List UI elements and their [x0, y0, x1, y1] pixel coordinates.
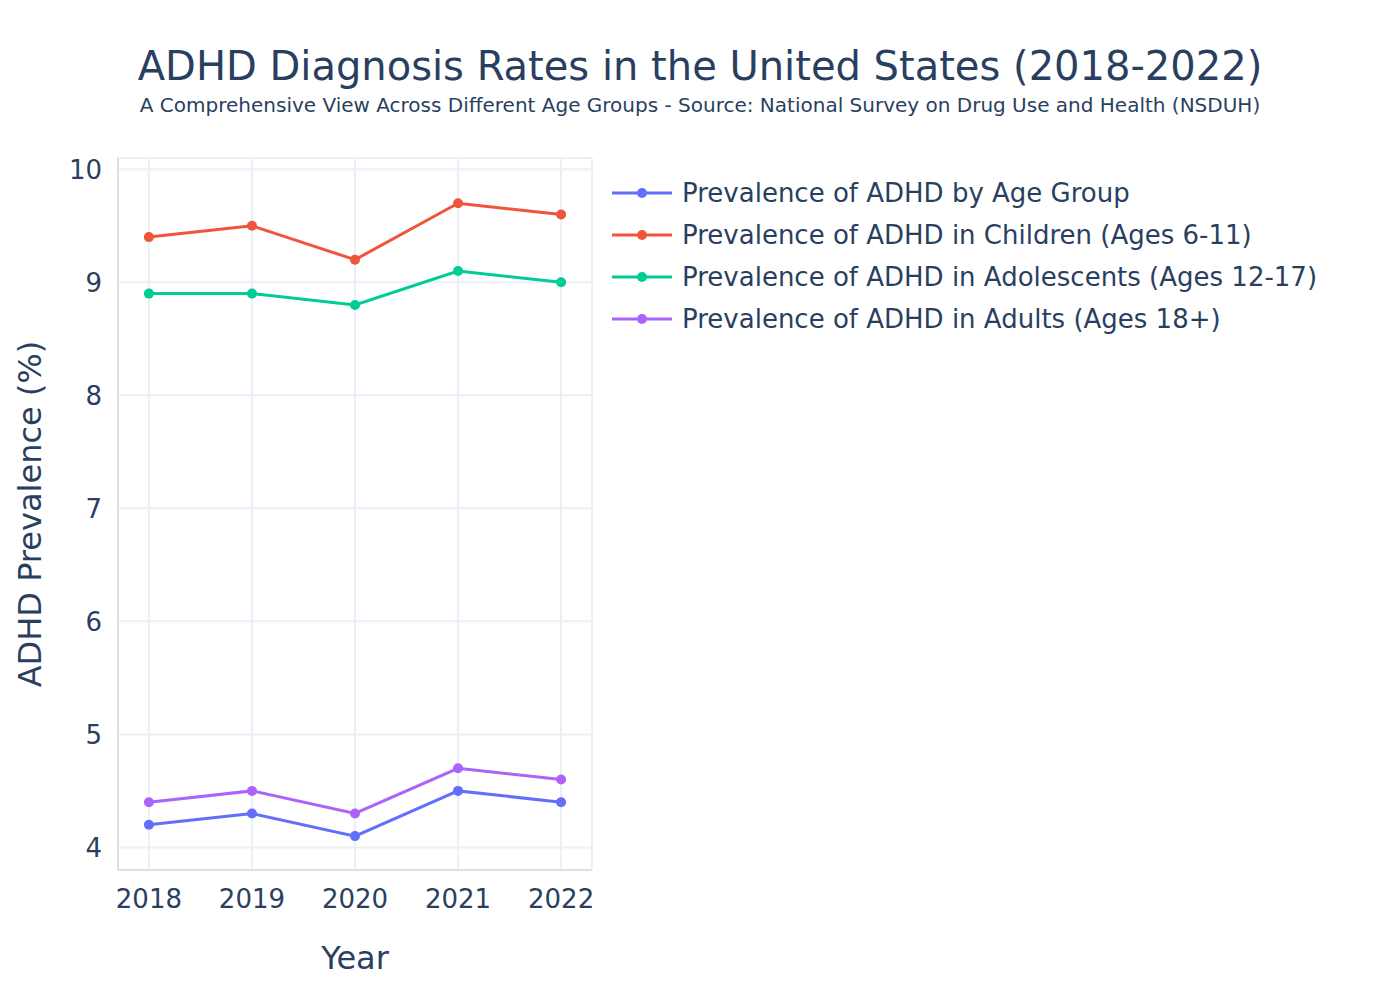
html-text:Year: Year [321, 939, 389, 977]
html-text:Prevalence of ADHD by Age Grou: Prevalence of ADHD by Age Group [682, 178, 1130, 208]
svg-text:6: 6 [85, 607, 102, 637]
svg-text:7: 7 [85, 494, 102, 524]
svg-text:4: 4 [85, 833, 102, 863]
svg-text:8: 8 [85, 381, 102, 411]
svg-text:2020: 2020 [322, 884, 388, 914]
html-text:A Comprehensive View Across Di: A Comprehensive View Across Different Ag… [139, 93, 1261, 117]
svg-text:2021: 2021 [425, 884, 491, 914]
svg-text:2019: 2019 [219, 884, 285, 914]
html-text:Prevalence of ADHD in Children: Prevalence of ADHD in Children (Ages 6-1… [682, 220, 1252, 250]
html-text:Prevalence of ADHD in Adults (: Prevalence of ADHD in Adults (Ages 18+) [682, 304, 1221, 334]
svg-text:2018: 2018 [116, 884, 182, 914]
html-text:ADHD Diagnosis Rates in the Un: ADHD Diagnosis Rates in the United State… [137, 43, 1263, 89]
svg-text:2022: 2022 [528, 884, 594, 914]
html-text:ADHD Prevalence (%): ADHD Prevalence (%) [11, 340, 49, 688]
html-text:Prevalence of ADHD in Adolesce: Prevalence of ADHD in Adolescents (Ages … [682, 262, 1318, 292]
svg-text:5: 5 [85, 720, 102, 750]
svg-text:9: 9 [85, 268, 102, 298]
svg-text:10: 10 [69, 155, 102, 185]
